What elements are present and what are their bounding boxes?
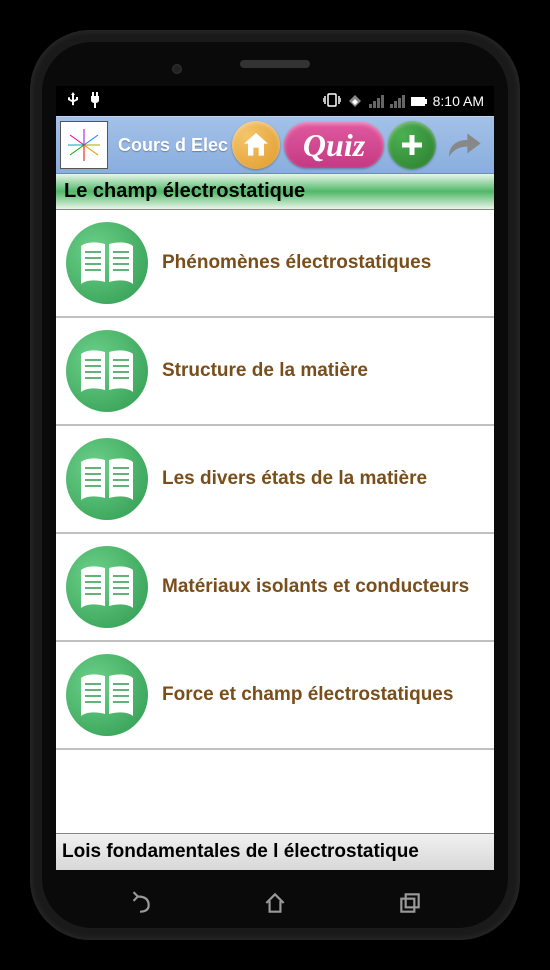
lesson-list: Phénomènes électrostatiques Structure de… <box>56 210 494 833</box>
list-item[interactable]: Phénomènes électrostatiques <box>56 210 494 318</box>
status-left <box>66 92 102 111</box>
list-item[interactable]: Force et champ électrostatiques <box>56 642 494 750</box>
status-right: 8:10 AM <box>323 93 484 110</box>
front-camera <box>172 64 182 74</box>
item-label: Force et champ électrostatiques <box>162 684 453 706</box>
android-nav <box>42 878 508 928</box>
usb-icon <box>66 92 80 111</box>
screen: 8:10 AM Cours d E <box>56 86 494 870</box>
share-button[interactable] <box>440 121 488 169</box>
book-icon <box>66 654 148 736</box>
speaker <box>240 60 310 68</box>
list-item[interactable]: Matériaux isolants et conducteurs <box>56 534 494 642</box>
app-header: Cours d Elec Quiz <box>56 116 494 174</box>
back-button[interactable] <box>120 883 160 923</box>
content-area: Le champ électrostatique Phénomènes élec… <box>56 174 494 870</box>
item-label: Matériaux isolants et conducteurs <box>162 576 469 598</box>
book-icon <box>66 330 148 412</box>
battery-icon <box>411 97 427 106</box>
vibrate-icon <box>323 93 341 110</box>
section-footer: Lois fondamentales de l électrostatique <box>56 833 494 870</box>
book-icon <box>66 546 148 628</box>
app-icon[interactable] <box>60 121 108 169</box>
item-label: Structure de la matière <box>162 360 368 382</box>
add-button[interactable] <box>388 121 436 169</box>
recent-button[interactable] <box>390 883 430 923</box>
book-icon <box>66 438 148 520</box>
signal-icon-2 <box>390 95 405 108</box>
wifi-icon <box>347 93 363 110</box>
status-time: 8:10 AM <box>433 93 484 109</box>
item-label: Phénomènes électrostatiques <box>162 252 431 274</box>
signal-icon <box>369 95 384 108</box>
list-item[interactable]: Les divers états de la matière <box>56 426 494 534</box>
app-title: Cours d Elec <box>118 135 228 156</box>
book-icon <box>66 222 148 304</box>
status-bar: 8:10 AM <box>56 86 494 116</box>
phone-frame: 8:10 AM Cours d E <box>30 30 520 940</box>
phone-inner: 8:10 AM Cours d E <box>42 42 508 928</box>
list-item[interactable]: Structure de la matière <box>56 318 494 426</box>
home-button[interactable] <box>232 121 280 169</box>
section-header: Le champ électrostatique <box>56 174 494 210</box>
quiz-button[interactable]: Quiz <box>284 122 384 168</box>
plug-icon <box>88 92 102 111</box>
home-nav-button[interactable] <box>255 883 295 923</box>
item-label: Les divers états de la matière <box>162 468 427 490</box>
